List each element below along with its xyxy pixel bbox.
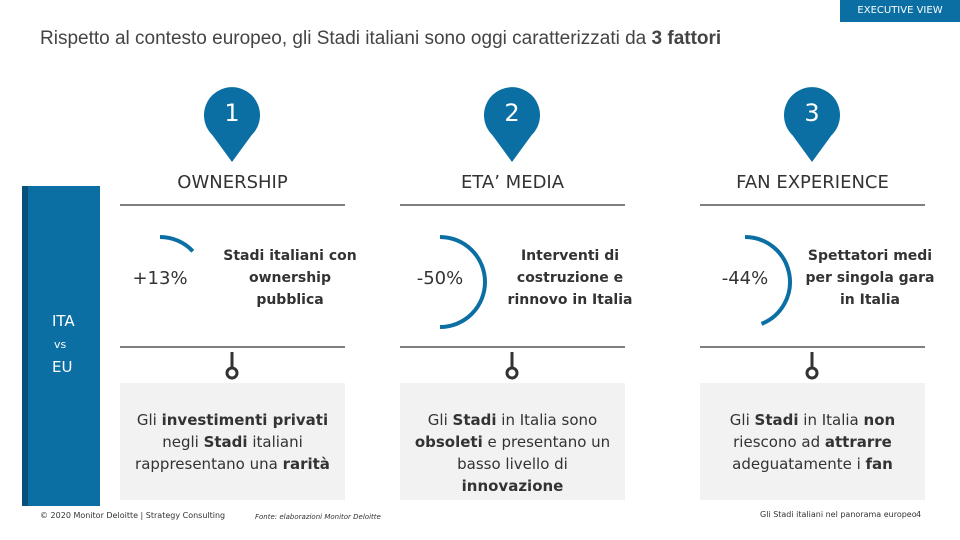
text-run: riescono ad	[733, 433, 825, 451]
conclusion-box	[120, 383, 345, 500]
text-run: fan	[865, 455, 893, 473]
text-run: e presentano un basso livello di	[457, 433, 611, 473]
connector-dot	[505, 366, 519, 380]
text-run: in Italia	[798, 411, 864, 429]
text-run: obsoleti	[414, 433, 483, 451]
stat-arc	[439, 235, 487, 329]
pin	[784, 87, 841, 162]
conclusion: Gli Stadi in Italia non riescono ad attr…	[708, 409, 918, 475]
text-run: Rispetto al contesto europeo, gli Stadi …	[40, 28, 652, 49]
side-label: EU	[52, 358, 73, 376]
text-run: in Italia sono	[496, 411, 598, 429]
factor-number: 1	[224, 99, 240, 127]
factor-heading: FAN EXPERIENCE	[736, 172, 889, 193]
text-run: investimenti privati	[161, 411, 329, 429]
conclusion: Gli investimenti privati negli Stadi ita…	[128, 409, 338, 475]
text-run: adeguatamente i	[732, 455, 866, 473]
stat-text: Stadi italiani con ownership pubblica	[223, 248, 357, 308]
factor-heading: ETA’ MEDIA	[460, 172, 565, 193]
stat-arc	[159, 235, 195, 253]
doc-title: Gli Stadi italiani nel panorama europeo	[760, 510, 917, 519]
copyright: © 2020 Monitor Deloitte | Strategy Consu…	[40, 511, 226, 520]
pin	[204, 87, 260, 162]
side-label: vs	[54, 338, 67, 351]
conclusion-box	[400, 383, 625, 500]
source: Fonte: elaborazioni Monitor Deloitte	[255, 513, 381, 521]
stat-text: Interventi di costruzione e rinnovo in I…	[507, 248, 633, 308]
text-run: rarità	[282, 455, 330, 473]
text-run: Gli	[427, 411, 453, 429]
title: Rispetto al contesto europeo, gli Stadi …	[40, 28, 721, 50]
stat-value: -50%	[416, 268, 464, 289]
text-run: Stadi	[203, 433, 248, 451]
conclusion: Gli Stadi in Italia sono obsoleti e pres…	[408, 409, 618, 497]
text-run: Gli	[136, 411, 162, 429]
page-number: 4	[916, 510, 922, 519]
side-band-edge	[22, 186, 28, 506]
conclusion-box	[700, 383, 925, 500]
side-label: ITA	[52, 312, 75, 330]
connector-dot	[225, 366, 239, 380]
stat-value: -44%	[721, 268, 769, 289]
factor-number: 3	[804, 99, 820, 127]
pin	[483, 87, 540, 162]
factor-number: 2	[504, 99, 520, 127]
text-run: Gli	[729, 411, 755, 429]
text-run: innovazione	[461, 477, 564, 495]
side-band	[22, 186, 100, 506]
stat-value: +13%	[132, 268, 188, 289]
stat-text: Spettatori medi per singola gara in Ital…	[805, 248, 935, 308]
text-run: non	[863, 411, 896, 429]
connector-dot	[805, 366, 819, 380]
factor-heading: OWNERSHIP	[177, 172, 288, 193]
text-run: Stadi	[754, 411, 799, 429]
text-run: attrarre	[824, 433, 892, 451]
text-run: 3 fattori	[651, 28, 722, 49]
text-run: italiani rappresentano una	[135, 433, 303, 473]
text-run: Stadi	[452, 411, 497, 429]
tag: EXECUTIVE VIEW	[840, 0, 960, 22]
stat-arc	[744, 235, 792, 326]
text-run: negli	[162, 433, 204, 451]
